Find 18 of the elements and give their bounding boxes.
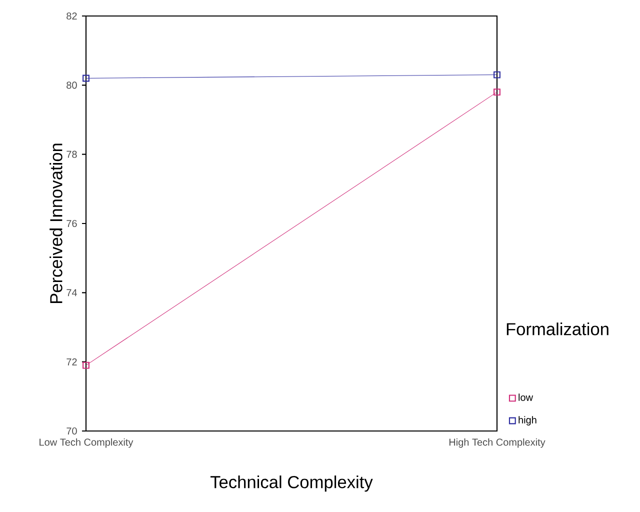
y-tick-label: 70 (66, 427, 77, 435)
y-tick-label: 74 (66, 289, 77, 296)
y-tick-label: 80 (66, 82, 77, 89)
x-tick-label: High Tech Complexity (449, 438, 546, 448)
legend-title: Formalization (506, 322, 608, 336)
point (494, 71, 500, 78)
point (82, 74, 90, 82)
point (494, 88, 500, 96)
point (82, 362, 90, 369)
y-tick-label: 78 (66, 150, 77, 158)
y-tick-label: 72 (66, 358, 77, 366)
x-axis-title: Technical Complexity (210, 476, 373, 492)
y-axis-title: Perceived Innovation (50, 144, 62, 304)
legend-label: high (518, 416, 536, 426)
y-tick-label: 76 (66, 220, 77, 228)
legend-label: low (518, 394, 534, 401)
y-tick-label: 82 (66, 12, 77, 20)
x-tick-label: Low Tech Complexity (40, 438, 134, 448)
